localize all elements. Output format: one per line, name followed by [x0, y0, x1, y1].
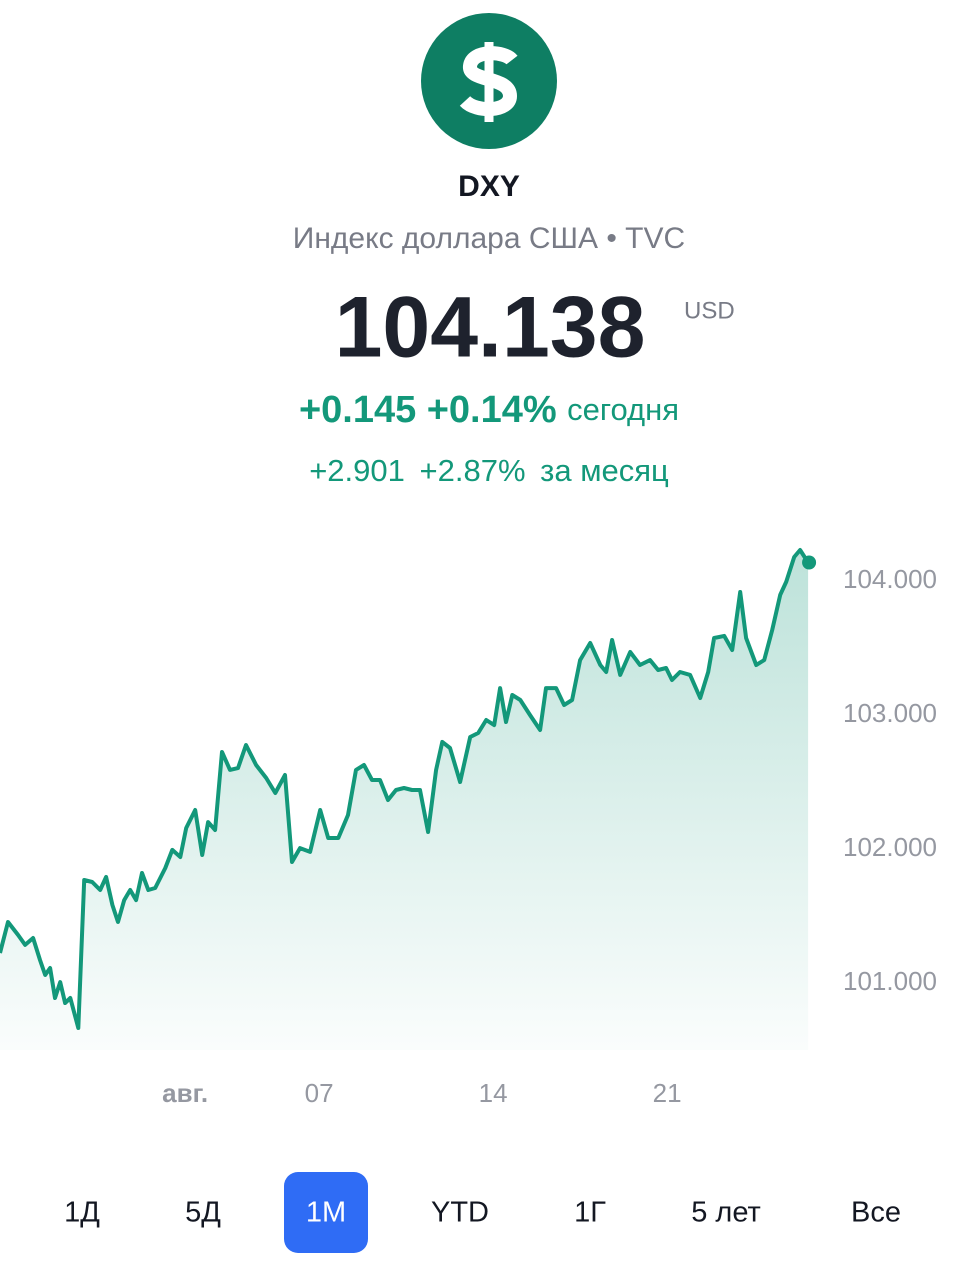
range-tab[interactable]: 5 лет	[691, 1197, 761, 1229]
logo	[421, 13, 557, 149]
y-tick-label: 101.000	[843, 966, 937, 996]
price-line	[0, 548, 810, 1030]
y-tick-label: 103.000	[843, 698, 937, 728]
area-fill	[0, 550, 809, 1050]
last-point	[802, 555, 817, 570]
x-tick-label: 14	[479, 1078, 508, 1108]
x-tick-label: авг.	[162, 1078, 208, 1108]
today-period: сегодня	[567, 392, 679, 427]
today-change: +0.145 +0.14% сегодня	[299, 389, 679, 431]
month-abs: +2.901	[309, 453, 405, 488]
month-period: за месяц	[540, 453, 669, 488]
range-tab[interactable]: 5Д	[185, 1197, 221, 1229]
range-tab[interactable]: 1Г	[574, 1197, 606, 1229]
today-abs: +0.145	[299, 389, 416, 431]
month-pct: +2.87%	[420, 453, 526, 488]
x-tick-label: 21	[653, 1078, 682, 1108]
today-pct: +0.14%	[427, 389, 557, 431]
tab-selected-bg	[284, 1172, 368, 1253]
range-tab[interactable]: 1Д	[64, 1197, 100, 1229]
range-tab[interactable]: Все	[851, 1197, 901, 1229]
chart: 101.000 102.000 103.000 104.000 авг. 07 14 21	[0, 548, 937, 1108]
range-tab[interactable]: YTD	[431, 1197, 489, 1229]
price: 104.138	[335, 280, 646, 376]
currency: USD	[684, 297, 735, 324]
y-tick-label: 104.000	[843, 564, 937, 594]
x-tick-label: 07	[305, 1078, 334, 1108]
range-tabs: 1Д 5Д 1M YTD 1Г 5 лет Все	[64, 1172, 901, 1253]
y-tick-label: 102.000	[843, 832, 937, 862]
subtitle: Индекс доллара США • TVC	[293, 222, 685, 255]
month-change: +2.901 +2.87% за месяц	[309, 453, 669, 488]
range-tab[interactable]: 1M	[306, 1197, 346, 1229]
ticker: DXY	[458, 170, 520, 203]
